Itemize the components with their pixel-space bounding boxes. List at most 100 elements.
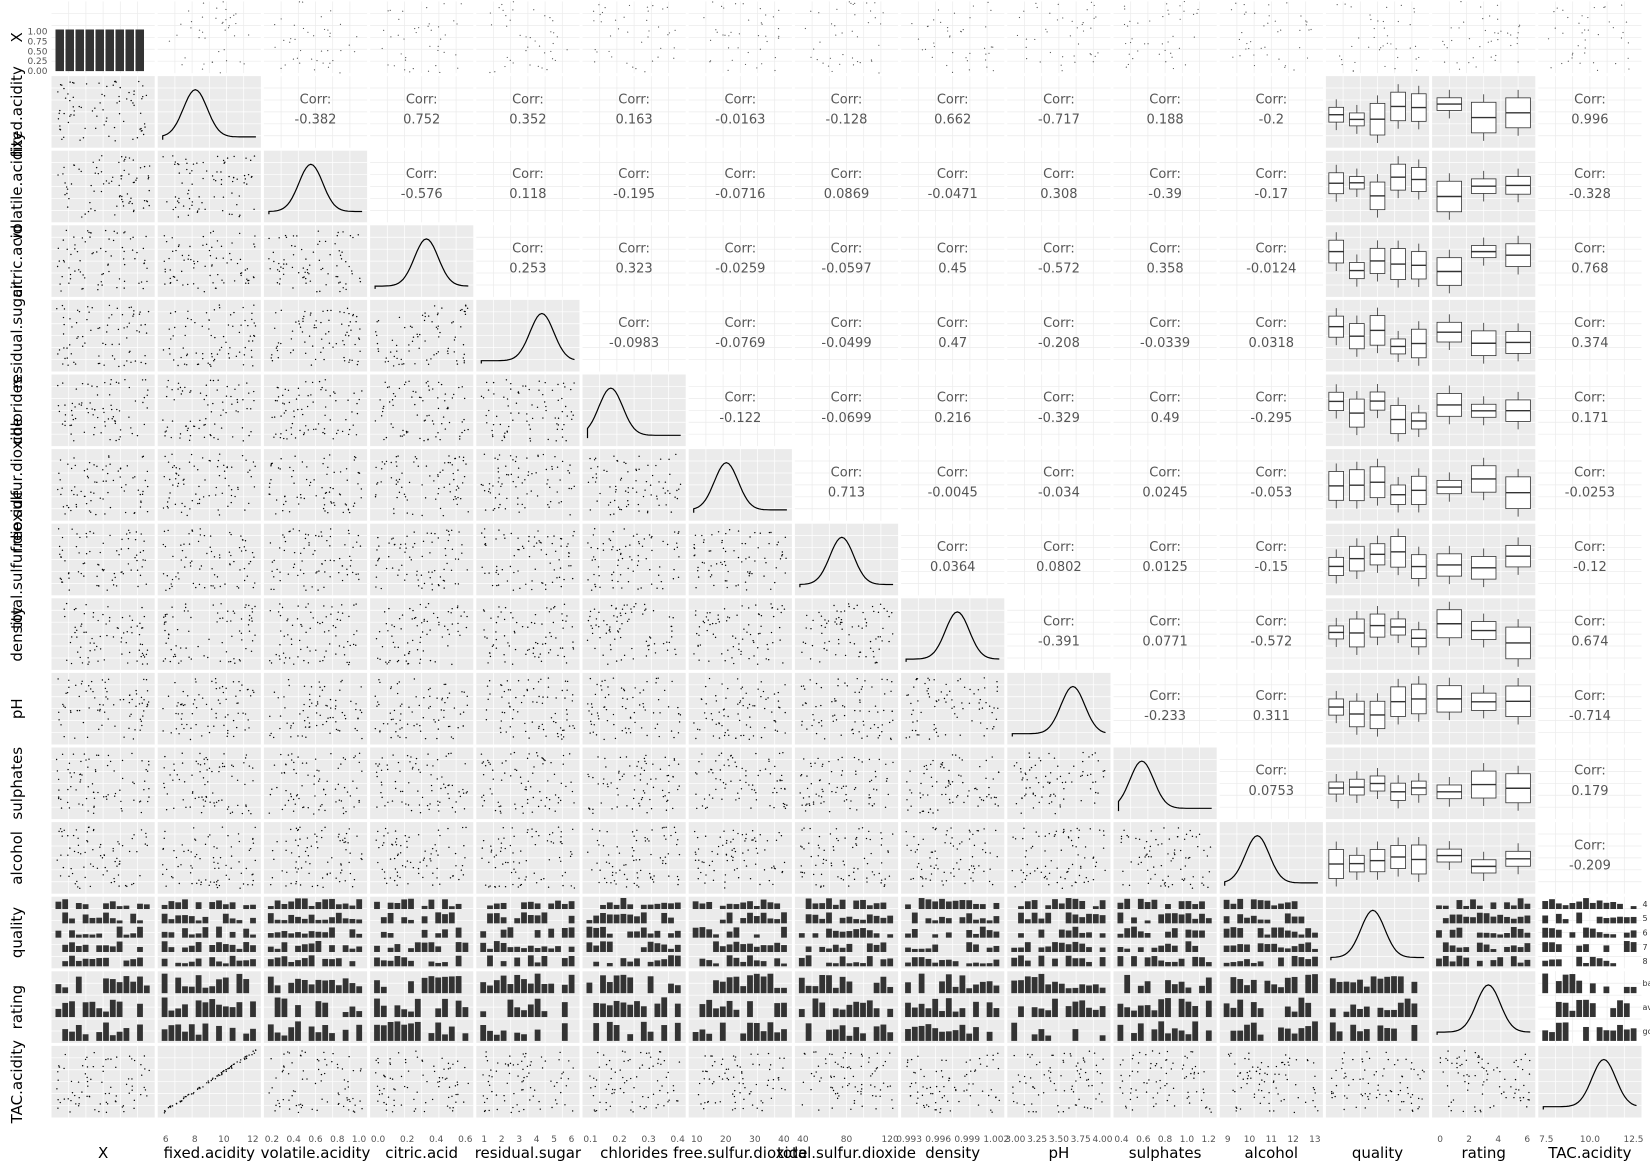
scatter-point xyxy=(118,113,121,115)
scatter-point xyxy=(383,29,385,31)
scatter-point xyxy=(568,472,571,474)
scatter-point xyxy=(201,457,204,459)
scatter-point xyxy=(1567,16,1569,19)
scatter-point xyxy=(411,340,414,343)
scatter-point xyxy=(63,136,65,138)
scatter-point xyxy=(99,497,102,499)
scatter-point xyxy=(124,379,126,381)
scatter-point xyxy=(216,240,219,242)
scatter-point xyxy=(90,208,92,210)
scatter-point xyxy=(1352,70,1354,72)
scatter-point xyxy=(339,290,341,293)
scatter-point xyxy=(558,576,561,579)
corr-prefix-label: Corr: xyxy=(1255,92,1287,107)
corr-prefix-label: Corr: xyxy=(618,242,650,257)
x-bar xyxy=(125,29,134,72)
scatter-point xyxy=(248,614,251,617)
scatter-point xyxy=(305,478,308,481)
scatter-point xyxy=(438,624,440,626)
scatter-point xyxy=(192,582,195,585)
scatter-point xyxy=(146,267,148,269)
scatter-point xyxy=(180,559,182,561)
scatter-point xyxy=(1124,8,1126,10)
scatter-point xyxy=(540,542,542,544)
scatter-point xyxy=(204,37,206,39)
scatter-point xyxy=(144,362,147,365)
scatter-point xyxy=(489,492,492,494)
scatter-point xyxy=(305,277,307,280)
scatter-point xyxy=(78,105,80,108)
scatter-point xyxy=(352,505,355,507)
scatter-point xyxy=(453,393,455,396)
scatter-point xyxy=(940,21,942,23)
scatter-point xyxy=(275,347,278,349)
scatter-point xyxy=(323,631,326,633)
scatter-point xyxy=(676,497,679,500)
scatter-point xyxy=(1451,39,1453,42)
scatter-point xyxy=(513,571,515,574)
scatter-point xyxy=(288,530,290,533)
scatter-point xyxy=(637,554,639,557)
scatter-point xyxy=(313,324,316,326)
scatter-point xyxy=(1049,12,1051,14)
scatter-point xyxy=(498,477,500,479)
scatter-point xyxy=(593,608,596,610)
scatter-point xyxy=(290,427,292,429)
scatter-point xyxy=(339,281,341,283)
scatter-point xyxy=(397,34,399,36)
scatter-point xyxy=(352,236,354,239)
scatter-point xyxy=(129,532,131,534)
scatter-point xyxy=(250,617,253,619)
scatter-point xyxy=(77,651,79,653)
scatter-point xyxy=(631,647,633,650)
scatter-point xyxy=(283,437,285,440)
scatter-point xyxy=(270,464,272,466)
scatter-point xyxy=(198,29,201,31)
scatter-point xyxy=(113,572,116,575)
scatter-point xyxy=(136,137,139,139)
scatter-point xyxy=(230,620,232,622)
scatter-point xyxy=(64,424,66,427)
scatter-point xyxy=(878,44,880,46)
scatter-point xyxy=(323,457,325,460)
scatter-point xyxy=(269,482,271,485)
scatter-point xyxy=(99,102,101,104)
scatter-point xyxy=(127,563,130,565)
scatter-point xyxy=(88,231,90,234)
scatter-point xyxy=(219,557,221,559)
corr-prefix-label: Corr: xyxy=(724,391,756,406)
scatter-point xyxy=(841,32,843,34)
scatter-point xyxy=(300,248,303,251)
scatter-point xyxy=(1018,16,1021,19)
scatter-point xyxy=(80,625,82,627)
scatter-point xyxy=(75,322,78,324)
scatter-point xyxy=(126,465,129,467)
scatter-point xyxy=(279,614,282,617)
scatter-point xyxy=(134,476,136,478)
scatter-point xyxy=(118,184,120,187)
scatter-point xyxy=(225,651,228,653)
scatter-point xyxy=(609,501,612,504)
scatter-point xyxy=(162,349,165,351)
scatter-point xyxy=(91,385,93,387)
scatter-point xyxy=(343,646,345,648)
x-bar xyxy=(135,29,144,72)
scatter-point xyxy=(195,586,197,589)
scatter-point xyxy=(214,179,217,182)
scatter-point xyxy=(744,542,747,545)
scatter-point xyxy=(650,537,652,539)
scatter-point xyxy=(503,618,506,621)
scatter-point xyxy=(339,311,341,313)
scatter-point xyxy=(390,423,392,425)
scatter-point xyxy=(1293,69,1295,71)
scatter-point xyxy=(481,532,483,534)
scatter-point xyxy=(1166,3,1168,5)
scatter-point xyxy=(1266,54,1268,56)
scatter-point xyxy=(298,530,301,532)
scatter-point xyxy=(166,575,169,577)
scatter-point xyxy=(602,654,604,656)
scatter-point xyxy=(197,287,199,289)
scatter-point xyxy=(455,498,457,500)
scatter-point xyxy=(82,137,85,139)
scatter-point xyxy=(1172,67,1175,70)
